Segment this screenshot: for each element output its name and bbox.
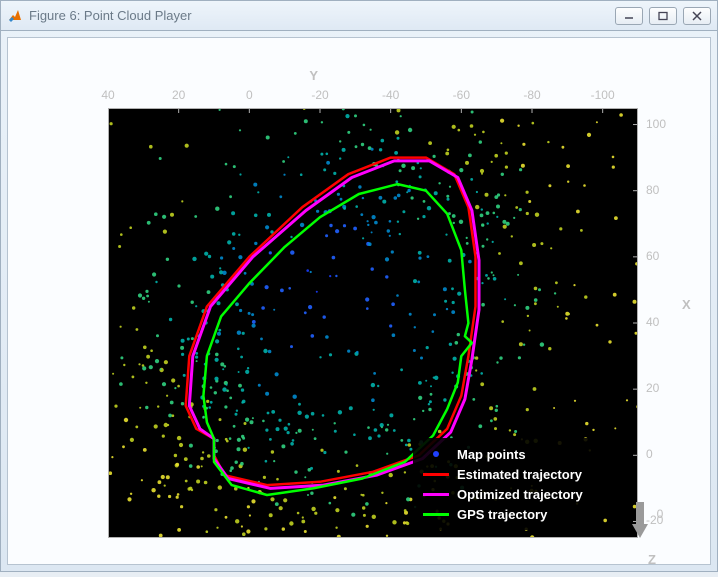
y-axis-label: Y	[309, 68, 318, 83]
x-tick: 0	[646, 447, 653, 461]
legend-item[interactable]: Estimated trajectory	[421, 464, 583, 484]
legend-item[interactable]: Optimized trajectory	[421, 484, 583, 504]
legend-label: Optimized trajectory	[457, 487, 583, 502]
y-tick: -100	[585, 88, 621, 102]
z-orientation-gizmo: 0	[626, 498, 654, 577]
maximize-button[interactable]	[649, 7, 677, 25]
y-tick: 20	[161, 88, 197, 102]
legend-item[interactable]: GPS trajectory	[421, 504, 583, 524]
window-title: Figure 6: Point Cloud Player	[29, 8, 192, 23]
legend-swatch	[421, 504, 451, 524]
x-tick: 100	[646, 117, 666, 131]
matlab-icon	[7, 8, 23, 24]
legend-label: Map points	[457, 447, 526, 462]
x-tick: 20	[646, 381, 659, 395]
titlebar[interactable]: Figure 6: Point Cloud Player	[1, 1, 717, 31]
figure-window: Figure 6: Point Cloud Player Y X Z 40200…	[0, 0, 718, 572]
y-tick: -20	[302, 88, 338, 102]
legend-label: GPS trajectory	[457, 507, 547, 522]
legend-swatch	[421, 464, 451, 484]
x-axis-label: X	[682, 297, 691, 312]
legend-swatch	[421, 484, 451, 504]
figure-content: Y X Z 40200-20-40-60-80-100 100806040200…	[1, 31, 717, 571]
legend-label: Estimated trajectory	[457, 467, 582, 482]
y-tick: -80	[514, 88, 550, 102]
legend-item[interactable]: Map points	[421, 444, 583, 464]
y-tick: -40	[373, 88, 409, 102]
z-gizmo-value: 0	[646, 507, 674, 521]
y-tick: 0	[231, 88, 267, 102]
close-button[interactable]	[683, 7, 711, 25]
x-tick: 60	[646, 249, 659, 263]
x-tick: 40	[646, 315, 659, 329]
y-tick: -60	[443, 88, 479, 102]
y-tick: 40	[90, 88, 126, 102]
x-tick: 80	[646, 183, 659, 197]
legend[interactable]: Map points Estimated trajectory Optimized …	[413, 438, 593, 530]
figure-frame: Y X Z 40200-20-40-60-80-100 100806040200…	[7, 37, 711, 565]
legend-swatch	[421, 444, 451, 464]
minimize-button[interactable]	[615, 7, 643, 25]
